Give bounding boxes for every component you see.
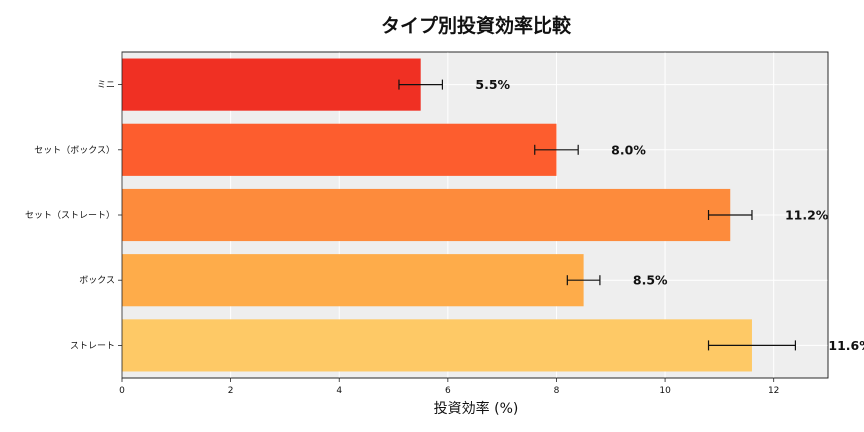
bar [122, 123, 557, 176]
y-tick-label: セット（ストレート） [25, 210, 115, 221]
data-label: 5.5% [475, 77, 510, 92]
y-tick-label: ストレート [70, 341, 115, 351]
x-tick-label: 10 [659, 386, 671, 396]
x-tick-label: 8 [554, 386, 560, 396]
x-tick-label: 12 [768, 386, 779, 396]
x-tick-label: 6 [445, 386, 451, 396]
bar [122, 254, 584, 307]
x-axis-label: 投資効率 (%) [434, 400, 519, 417]
bar [122, 319, 752, 372]
plot-frame [121, 51, 829, 379]
y-tick-label: ミニ [97, 81, 115, 91]
chart-title: タイプ別投資効率比較 [381, 14, 572, 37]
data-label: 11.2% [785, 208, 829, 223]
x-tick-label: 2 [228, 386, 234, 396]
bar [122, 58, 421, 111]
error-bars [398, 79, 797, 351]
data-label: 8.5% [633, 273, 668, 288]
data-labels: 5.5% 8.0% 11.2% 8.5% 11.6% [475, 77, 864, 353]
data-label: 8.0% [611, 142, 646, 157]
bar [122, 188, 731, 242]
data-label: 11.6% [828, 338, 864, 353]
y-tick-label: セット（ボックス） [34, 145, 115, 156]
y-tick-label: ボックス [79, 275, 115, 286]
bars [122, 58, 752, 372]
x-axis-ticks: 0 2 4 6 8 10 12 [119, 378, 779, 396]
x-tick-label: 4 [336, 386, 342, 396]
x-tick-label: 0 [119, 386, 125, 396]
